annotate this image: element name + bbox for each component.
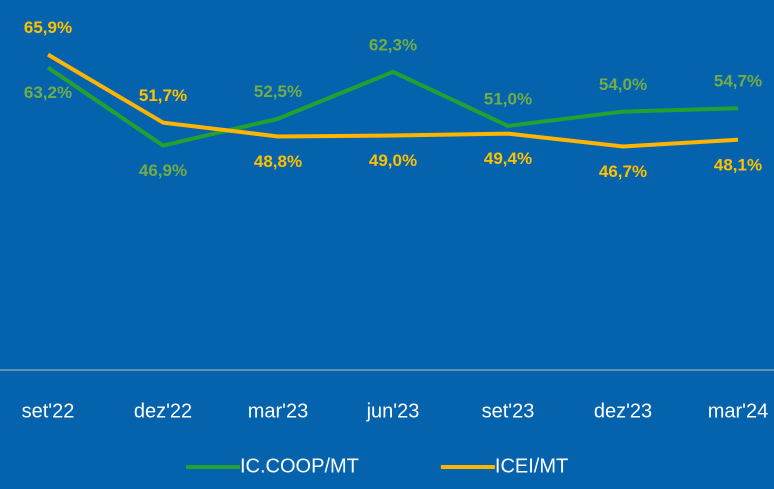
x-tick-label: set'22 (22, 400, 75, 422)
x-tick-label: dez'22 (134, 400, 192, 422)
data-label: 52,5% (254, 82, 302, 101)
x-tick-label: set'23 (482, 400, 535, 422)
data-label: 48,8% (254, 152, 302, 171)
legend-label: IC.COOP/MT (240, 455, 359, 477)
data-label: 63,2% (24, 83, 72, 102)
data-label: 49,4% (484, 149, 532, 168)
data-label: 48,1% (714, 155, 762, 174)
data-label: 46,9% (139, 161, 187, 180)
x-tick-label: mar'24 (708, 400, 769, 422)
data-label: 65,9% (24, 18, 72, 37)
data-label: 62,3% (369, 35, 417, 54)
data-label: 54,0% (599, 75, 647, 94)
x-tick-label: dez'23 (594, 400, 652, 422)
series-line (46, 65, 739, 148)
legend-label: ICEI/MT (495, 455, 568, 477)
data-label: 51,0% (484, 89, 532, 108)
data-label: 54,7% (714, 72, 762, 91)
data-label: 49,0% (369, 151, 417, 170)
x-tick-label: mar'23 (248, 400, 309, 422)
x-tick-label: jun'23 (366, 400, 420, 422)
series-line (46, 52, 739, 149)
data-label: 46,7% (599, 162, 647, 181)
data-label: 51,7% (139, 86, 187, 105)
